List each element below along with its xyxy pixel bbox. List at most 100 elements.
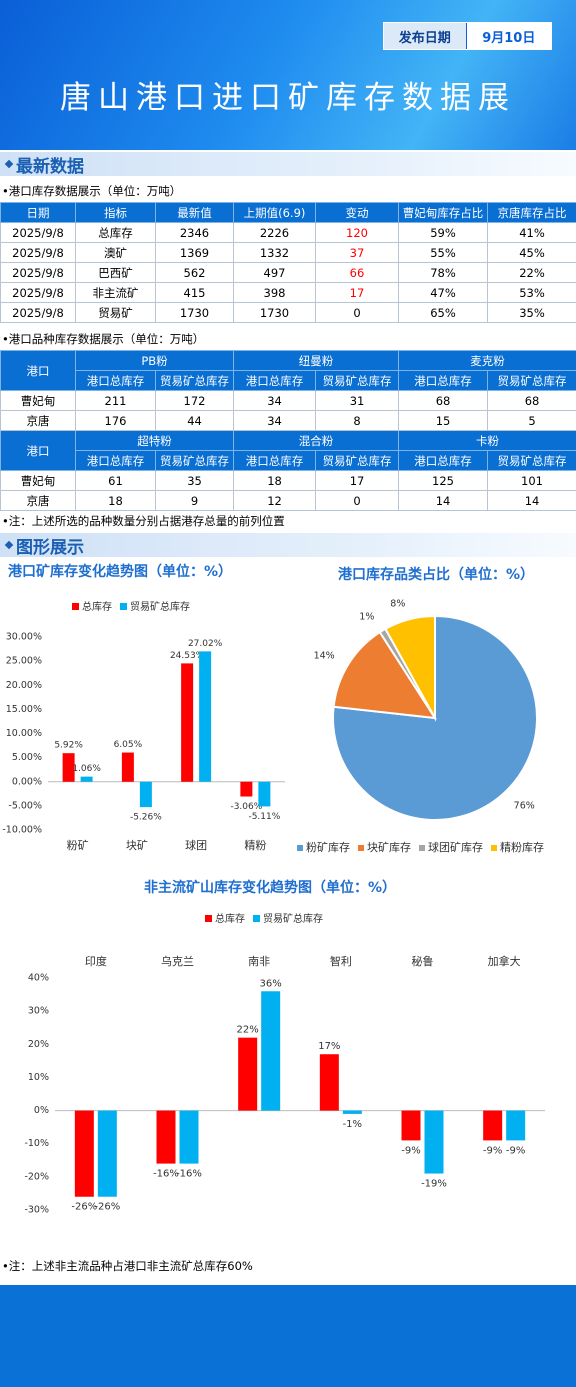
column-header: 港口总库存 (398, 370, 489, 391)
y-tick-label: -5.00% (8, 800, 42, 811)
cell: 澳矿 (75, 242, 156, 263)
header-row: 港口 PB粉 纽曼粉 麦克粉 (0, 350, 576, 391)
row: 京唐 176 44 34 8 15 5 (0, 410, 576, 431)
cell: 2226 (233, 222, 316, 243)
table-caption: •港口品种库存数据展示（单位：万吨） (2, 332, 205, 346)
value-label: 24.53% (170, 651, 205, 661)
chart-title: 港口矿库存变化趋势图（单位：%） (8, 563, 232, 580)
legend-swatch (358, 845, 364, 851)
y-tick-label: 20% (28, 1039, 49, 1050)
row: 2025/9/8 巴西矿 562 497 66 78% 22% (0, 262, 576, 283)
table-caption: •港口库存数据展示（单位：万吨） (2, 184, 182, 198)
date-label: 发布日期 (384, 23, 466, 49)
cell: 34 (233, 390, 317, 411)
cell: 562 (155, 262, 234, 283)
value-label: -9% (506, 1145, 525, 1156)
cell: 12 (233, 490, 317, 511)
cell: 京唐 (0, 490, 76, 511)
y-tick-label: 25.00% (6, 656, 42, 667)
column-header: 贸易矿总库存 (315, 370, 400, 391)
row: 曹妃甸 61 35 18 17 125 101 (0, 470, 576, 491)
value-label: -19% (421, 1179, 447, 1190)
legend-label: 贸易矿总库存 (263, 912, 323, 925)
cell: 66 (315, 262, 399, 283)
value-label: 17% (318, 1041, 340, 1052)
value-label: 8% (390, 598, 405, 609)
cell: 65% (398, 302, 488, 323)
x-tick-label: 南非 (248, 955, 270, 968)
x-tick-label: 印度 (85, 954, 107, 968)
x-tick-label: 秘鲁 (412, 954, 434, 968)
cell: 1730 (155, 302, 234, 323)
cell: 172 (154, 390, 235, 411)
value-label: -9% (401, 1145, 420, 1156)
group-header: 混合粉 (233, 430, 400, 451)
value-label: -26% (71, 1202, 97, 1213)
y-tick-label: 0% (34, 1105, 49, 1116)
group-header: PB粉 (74, 350, 235, 371)
cell: 17 (315, 470, 400, 491)
y-tick-label: 0.00% (12, 776, 42, 787)
bar (139, 781, 152, 808)
cell: 415 (155, 282, 234, 303)
cell: 176 (75, 410, 156, 431)
cell: 总库存 (75, 222, 156, 243)
value-label: 6.05% (114, 740, 143, 750)
bar (506, 1110, 526, 1141)
cell: 101 (487, 470, 576, 491)
group-header: 卡粉 (398, 430, 576, 451)
column-header: 港口总库存 (75, 450, 156, 471)
cell: 2346 (155, 222, 234, 243)
cell: 2025/9/8 (0, 222, 76, 243)
cell: 0 (315, 302, 399, 323)
cell: 巴西矿 (75, 262, 156, 283)
cell: 8 (315, 410, 400, 431)
cell: 497 (233, 262, 316, 283)
x-tick-label: 粉矿 (67, 839, 89, 852)
note: •注：上述所选的品种数量分别占据港存总量的前列位置 (2, 514, 285, 528)
cell: 2025/9/8 (0, 282, 76, 303)
header-row: 港口总库存 贸易矿总库存 港口总库存 贸易矿总库存 港口总库存 贸易矿总库存 (1, 450, 576, 471)
y-tick-label: 30% (28, 1006, 49, 1017)
cell: 44 (154, 410, 235, 431)
bar (97, 1110, 117, 1197)
legend-label: 块矿库存 (367, 840, 411, 854)
legend-swatch (120, 603, 127, 610)
bar (80, 776, 93, 782)
cell: 曹妃甸 (0, 390, 76, 411)
cell: 35 (154, 470, 235, 491)
value-label: -5.26% (130, 813, 162, 823)
y-tick-label: 10.00% (6, 728, 42, 739)
value-label: 22% (237, 1025, 259, 1036)
y-tick-label: 10% (28, 1072, 49, 1083)
bar (424, 1110, 444, 1174)
cell: 曹妃甸 (0, 470, 76, 491)
x-tick-label: 智利 (330, 954, 352, 968)
value-label: -16% (176, 1169, 202, 1180)
pie-slice (332, 630, 437, 720)
cell: 9 (154, 490, 235, 511)
bar (74, 1110, 94, 1197)
y-tick-label: 40% (28, 973, 49, 984)
row: 2025/9/8 贸易矿 1730 1730 0 65% 35% (0, 302, 576, 323)
value-label: -3.06% (230, 802, 262, 812)
cell: 1369 (155, 242, 234, 263)
cell: 68 (398, 390, 489, 411)
y-tick-label: 15.00% (6, 704, 42, 715)
cell: 120 (315, 222, 399, 243)
chart-title: 非主流矿山库存变化趋势图（单位：%） (144, 879, 396, 896)
value-label: -5.11% (248, 812, 280, 822)
value-label: -9% (483, 1145, 502, 1156)
cell: 34 (233, 410, 317, 431)
value-label: 36% (260, 978, 282, 989)
cell: 15 (398, 410, 489, 431)
y-tick-label: 5.00% (12, 752, 42, 763)
group-header: 超特粉 (74, 430, 235, 451)
y-tick-label: -20% (24, 1171, 49, 1182)
column-header: 港口总库存 (233, 370, 317, 391)
cell: 京唐 (0, 410, 76, 431)
section-title: 图形展示 (16, 537, 84, 558)
legend-label: 总库存 (82, 600, 112, 613)
bar (261, 991, 281, 1111)
bar (258, 781, 271, 807)
